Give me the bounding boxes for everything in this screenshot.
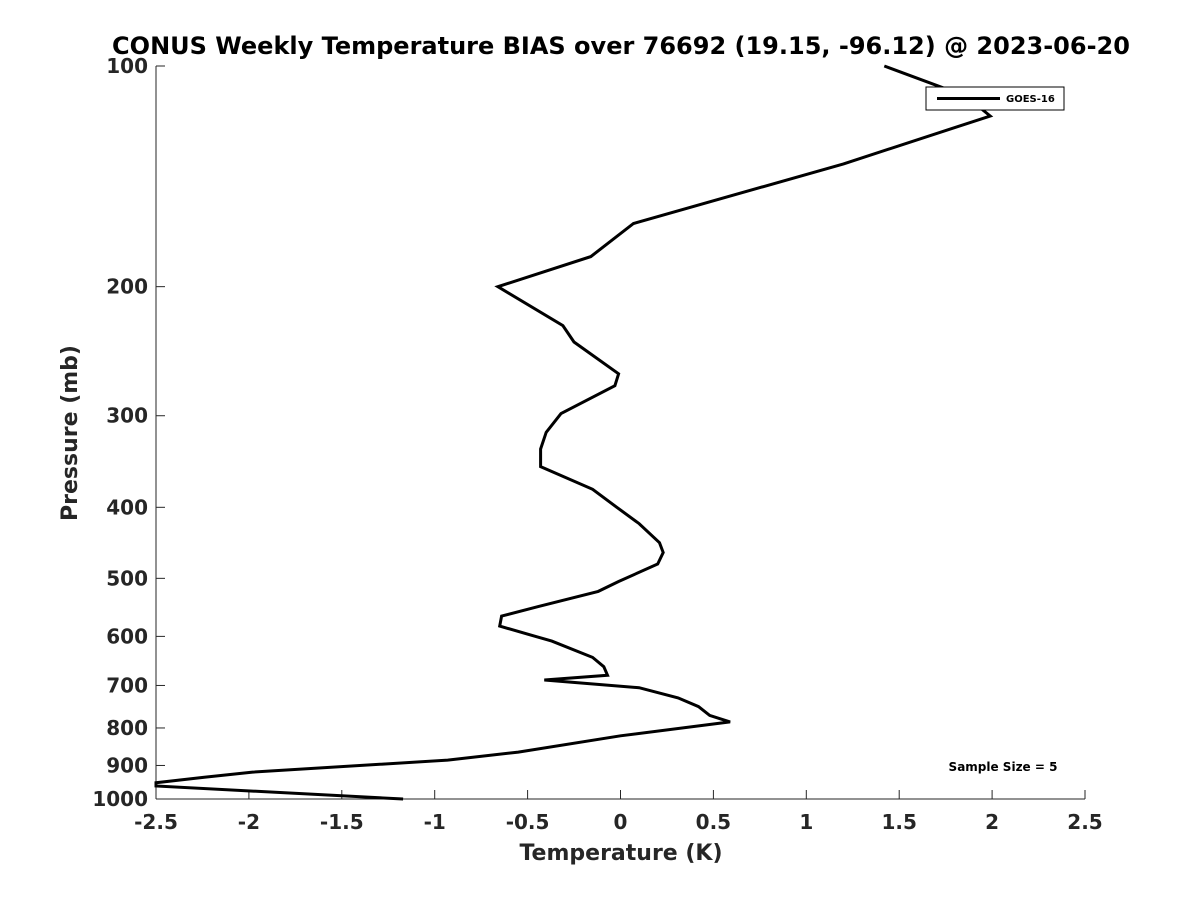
y-tick-label: 200 [106,275,148,299]
x-tick-label: 2.5 [1067,810,1102,834]
x-tick-label: 2 [985,810,999,834]
series-layer [154,64,994,801]
y-tick-label: 100 [106,54,148,78]
x-tick-label: 0 [614,810,628,834]
x-tick-label: -2 [238,810,260,834]
y-ticks: 100 200 300 400 500 600 700 800 900 1000 [92,54,165,811]
x-tick-label: 0.5 [696,810,731,834]
y-tick-label: 400 [106,495,148,519]
x-tick-label: -0.5 [506,810,550,834]
y-tick-label: 700 [106,673,148,697]
y-tick-label: 1000 [92,787,148,811]
x-tick-label: 1 [799,810,813,834]
chart-title: CONUS Weekly Temperature BIAS over 76692… [112,32,1130,60]
legend-label-goes-16: GOES-16 [1006,94,1055,105]
x-tick-label: -1.5 [320,810,364,834]
series-line-goes-16 [154,64,994,801]
x-ticks: -2.5 -2 -1.5 -1 -0.5 0 0.5 1 1.5 2 2.5 [134,790,1103,834]
x-tick-label: 1.5 [881,810,916,834]
y-tick-label: 500 [106,566,148,590]
x-tick-label: -1 [424,810,446,834]
y-tick-label: 800 [106,716,148,740]
plot-area [155,66,1085,800]
y-tick-label: 300 [106,404,148,428]
x-tick-label: -2.5 [134,810,178,834]
sample-size-annotation: Sample Size = 5 [949,760,1058,774]
y-tick-label: 600 [106,624,148,648]
legend: GOES-16 [925,86,1065,111]
y-axis-label: Pressure (mb) [58,345,83,521]
x-axis-label: Temperature (K) [519,841,722,866]
y-tick-label: 900 [106,753,148,777]
